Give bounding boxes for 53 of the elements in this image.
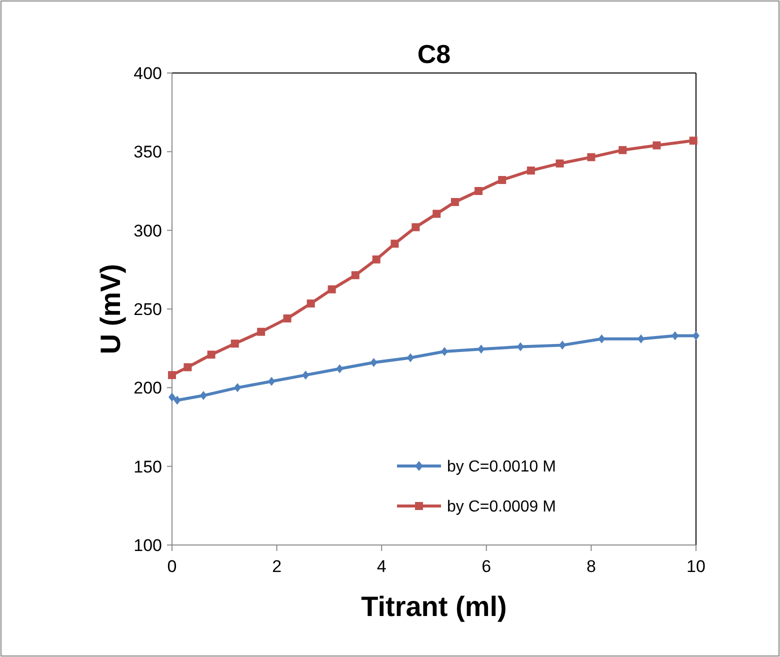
- point: [200, 391, 207, 400]
- x-tick-label: 0: [167, 557, 177, 576]
- point: [283, 314, 292, 322]
- point: [302, 370, 310, 380]
- chart-title: C8: [417, 39, 451, 69]
- legend-label: by C=0.0009 M: [447, 498, 556, 516]
- point: [336, 364, 344, 374]
- point: [370, 358, 378, 367]
- point: [556, 159, 564, 168]
- point: [450, 198, 459, 206]
- point: [440, 346, 448, 356]
- x-tick-label: 10: [686, 557, 706, 576]
- point: [526, 166, 535, 175]
- point: [168, 392, 176, 402]
- point: [618, 146, 627, 154]
- point: [412, 223, 420, 232]
- y-tick-label: 100: [134, 536, 162, 555]
- y-tick-label: 350: [134, 142, 162, 162]
- point: [406, 353, 414, 362]
- x-axis-title: Titrant (ml): [361, 591, 507, 622]
- y-tick-label: 150: [134, 457, 162, 476]
- point: [587, 153, 596, 162]
- point: [328, 285, 336, 294]
- point: [598, 334, 606, 344]
- point: [498, 176, 506, 184]
- y-tick-label: 300: [134, 221, 162, 240]
- legend-label: by C=0.0010 M: [447, 458, 556, 476]
- x-tick-label: 4: [376, 557, 386, 576]
- y-tick-label: 200: [134, 378, 162, 398]
- point: [306, 299, 315, 308]
- y-axis-title: U (mV): [95, 264, 126, 354]
- point: [558, 340, 566, 350]
- point: [257, 328, 266, 336]
- y-tick-label: 400: [134, 64, 162, 83]
- point: [184, 363, 192, 372]
- x-tick-label: 2: [272, 557, 282, 576]
- point: [692, 331, 700, 340]
- point: [168, 371, 176, 380]
- point: [207, 350, 216, 359]
- point: [268, 376, 276, 386]
- point: [652, 141, 661, 150]
- x-tick-label: 6: [482, 557, 492, 576]
- point: [689, 136, 698, 145]
- point: [390, 240, 399, 248]
- point: [432, 210, 441, 218]
- point: [230, 340, 239, 348]
- point: [474, 187, 483, 195]
- point: [372, 255, 380, 264]
- x-tick-label: 8: [586, 557, 596, 576]
- point: [234, 383, 241, 392]
- point: [351, 271, 360, 280]
- point: [174, 396, 181, 405]
- y-tick-label: 250: [134, 300, 162, 319]
